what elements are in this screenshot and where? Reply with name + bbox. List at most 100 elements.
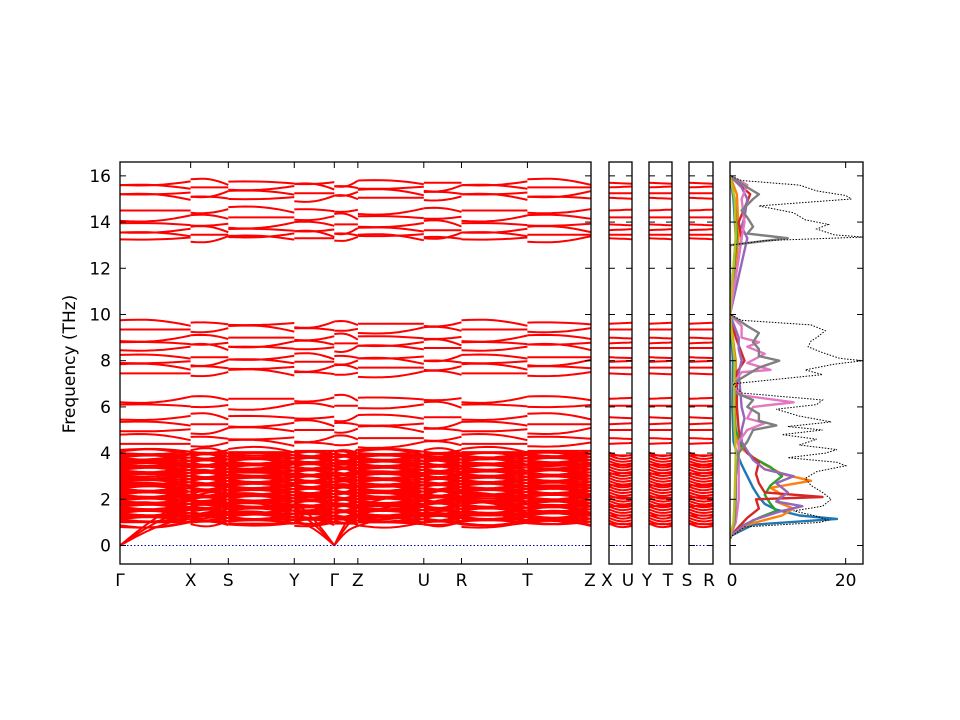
band-line: [423, 482, 462, 491]
band-line: [527, 321, 591, 326]
band-line: [294, 480, 335, 489]
acoustic-band: [333, 524, 359, 547]
band-line: [461, 495, 528, 500]
dos-panel: 0 20: [727, 161, 864, 591]
band-line: [120, 420, 191, 427]
band-line: [357, 514, 425, 523]
high-symmetry-label: S: [223, 571, 234, 591]
band-line: [461, 414, 528, 422]
band-line: [527, 449, 591, 458]
acoustic-band: [357, 494, 424, 508]
band-line: [689, 514, 713, 520]
band-line: [609, 208, 632, 212]
band-line: [649, 465, 672, 472]
band-line: [461, 318, 528, 327]
band-line: [423, 458, 462, 466]
band-line: [334, 212, 359, 221]
y-tick-label: 14: [89, 213, 111, 233]
acoustic-band: [228, 502, 295, 512]
band-line: [527, 208, 591, 215]
band-line: [461, 445, 528, 454]
band-line: [649, 341, 672, 345]
y-tick-label: 2: [100, 490, 111, 510]
bands-group: [120, 177, 591, 547]
band-line: [527, 441, 591, 448]
band-line: [190, 333, 229, 340]
band-line: [423, 215, 462, 220]
band-line: [357, 233, 425, 242]
band-line: [190, 327, 229, 334]
acoustic-band: [527, 519, 591, 527]
band-line: [120, 495, 191, 500]
band-line: [120, 334, 191, 343]
band-line: [190, 513, 229, 520]
band-line: [689, 416, 713, 420]
band-line: [334, 414, 359, 423]
dos-x-tick-label: 0: [727, 571, 738, 591]
band-line: [527, 492, 591, 501]
band-line: [689, 477, 713, 483]
band-line: [334, 450, 359, 459]
band-line: [609, 504, 632, 508]
band-line: [649, 472, 672, 475]
band-line: [423, 369, 462, 376]
band-line: [689, 499, 713, 506]
band-line: [609, 372, 632, 376]
band-line: [461, 450, 528, 459]
band-line: [294, 396, 335, 403]
band-line: [649, 499, 672, 506]
band-line: [334, 227, 359, 236]
band-line: [190, 501, 229, 509]
band-line: [649, 396, 672, 400]
band-line: [689, 508, 713, 514]
band-line: [357, 185, 424, 190]
band-line: [357, 341, 424, 348]
band-line: [120, 471, 191, 478]
band-line: [689, 474, 713, 480]
band-line: [527, 513, 591, 520]
band-line: [423, 435, 462, 442]
band-line: [527, 358, 591, 367]
band-line: [120, 465, 191, 474]
y-tick-label: 12: [89, 259, 111, 279]
band-line: [527, 412, 591, 421]
band-line: [294, 461, 335, 467]
band-line: [228, 421, 295, 428]
band-line: [609, 496, 632, 499]
band-line: [649, 372, 672, 376]
band-line: [190, 371, 229, 378]
band-line: [228, 185, 295, 192]
acoustic-band: [228, 492, 295, 503]
dos-x-tick-label: 20: [835, 571, 857, 591]
band-line: [423, 459, 462, 468]
panel-frame: [119, 161, 592, 565]
band-line: [190, 426, 229, 436]
band-line: [334, 363, 359, 370]
band-line: [294, 228, 335, 233]
band-line: [609, 422, 632, 426]
acoustic-band: [423, 509, 462, 517]
band-line: [294, 320, 335, 329]
band-line: [228, 436, 295, 441]
band-line: [120, 514, 191, 523]
band-line: [649, 237, 672, 241]
band-line: [120, 484, 191, 492]
band-line: [228, 426, 295, 433]
band-line: [609, 437, 632, 440]
high-symmetry-label: U: [418, 571, 430, 591]
band-line: [527, 222, 591, 227]
band-line: [649, 228, 672, 232]
band-line: [609, 321, 632, 325]
band-line: [190, 412, 229, 421]
band-line: [527, 486, 591, 495]
band-line: [357, 453, 425, 461]
band-line: [689, 491, 713, 497]
band-line: [649, 485, 672, 492]
band-line: [190, 458, 229, 466]
band-line: [190, 468, 229, 477]
band-line: [334, 179, 359, 188]
band-line: [461, 227, 528, 234]
band-line: [461, 475, 528, 484]
band-line: [228, 322, 295, 327]
band-line: [120, 360, 191, 365]
